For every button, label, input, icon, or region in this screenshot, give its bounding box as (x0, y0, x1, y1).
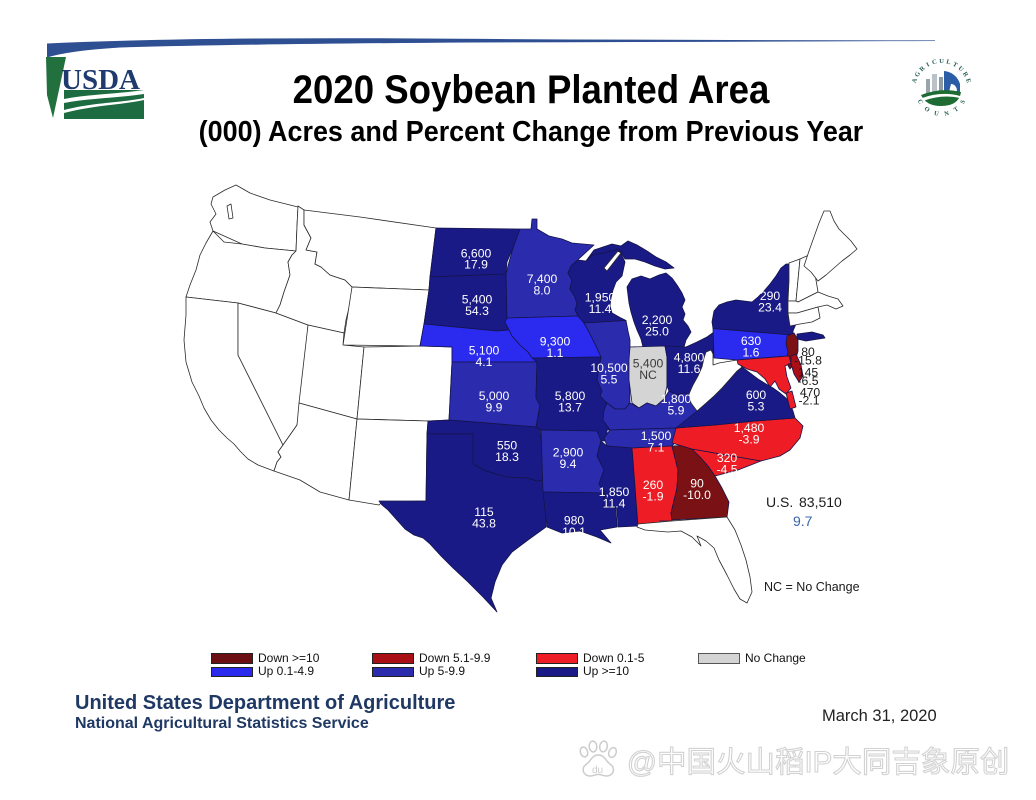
svg-text:R: R (961, 71, 970, 79)
svg-text:-15.8: -15.8 (794, 354, 822, 368)
svg-text:C: C (931, 58, 938, 66)
svg-text:7.1: 7.1 (648, 440, 665, 454)
svg-text:6,600: 6,600 (461, 246, 492, 260)
svg-text:E: E (964, 78, 972, 84)
svg-text:U: U (957, 65, 965, 74)
svg-text:470: 470 (800, 386, 821, 400)
svg-text:O: O (923, 105, 931, 114)
svg-text:43.8: 43.8 (472, 516, 496, 530)
svg-text:NC: NC (639, 368, 657, 382)
svg-text:17.9: 17.9 (464, 258, 488, 272)
svg-text:-1.9: -1.9 (642, 489, 663, 503)
svg-text:S: S (959, 98, 967, 105)
svg-text:-10.0: -10.0 (683, 488, 711, 502)
svg-text:I: I (925, 61, 931, 69)
svg-text:13.7: 13.7 (558, 400, 582, 414)
svg-text:5,800: 5,800 (555, 389, 586, 403)
svg-text:5.5: 5.5 (601, 372, 618, 386)
svg-text:1.1: 1.1 (547, 346, 564, 360)
svg-text:-2.1: -2.1 (798, 393, 819, 407)
svg-text:11.4: 11.4 (603, 496, 626, 510)
svg-text:-6.5: -6.5 (797, 374, 818, 388)
svg-text:8.0: 8.0 (534, 283, 551, 297)
svg-text:18.3: 18.3 (495, 450, 519, 464)
svg-text:145: 145 (798, 366, 819, 380)
svg-text:1.6: 1.6 (743, 345, 760, 359)
svg-text:2,900: 2,900 (553, 446, 584, 460)
svg-text:1,480: 1,480 (734, 421, 765, 435)
svg-text:U: U (933, 110, 939, 118)
svg-text:USDA: USDA (61, 64, 140, 96)
svg-text:630: 630 (741, 334, 762, 348)
svg-text:550: 550 (497, 439, 518, 453)
svg-text:N: N (944, 110, 950, 118)
svg-text:980: 980 (564, 514, 585, 528)
svg-text:5.9: 5.9 (668, 403, 685, 417)
svg-text:G: G (914, 71, 923, 79)
svg-text:L: L (946, 58, 952, 66)
svg-text:A: A (911, 77, 919, 84)
svg-text:2,200: 2,200 (642, 313, 673, 327)
svg-text:-3.9: -3.9 (738, 432, 759, 446)
svg-text:4.1: 4.1 (476, 355, 493, 369)
svg-text:600: 600 (746, 388, 767, 402)
svg-text:du: du (592, 765, 603, 776)
svg-text:25.0: 25.0 (645, 324, 669, 338)
svg-text:5,400: 5,400 (633, 357, 664, 371)
svg-text:90: 90 (690, 477, 704, 491)
svg-text:7,400: 7,400 (527, 272, 558, 286)
svg-text:1,850: 1,850 (599, 485, 630, 499)
svg-text:10.1: 10.1 (562, 525, 586, 539)
svg-text:9.9: 9.9 (486, 400, 503, 414)
svg-text:10,500: 10,500 (590, 361, 627, 375)
svg-text:9.4: 9.4 (560, 457, 577, 471)
svg-text:115: 115 (474, 505, 494, 519)
svg-text:11.4: 11.4 (589, 302, 612, 316)
svg-text:23.4: 23.4 (758, 300, 782, 314)
svg-text:11.6: 11.6 (678, 362, 701, 376)
svg-text:1,500: 1,500 (641, 429, 672, 443)
svg-text:5,100: 5,100 (469, 344, 500, 358)
svg-text:9,300: 9,300 (540, 335, 571, 349)
svg-text:80: 80 (801, 345, 815, 359)
svg-text:320: 320 (717, 451, 738, 465)
svg-text:54.3: 54.3 (465, 304, 489, 318)
svg-text:C: C (916, 98, 925, 106)
svg-text:1,800: 1,800 (661, 392, 692, 406)
svg-text:260: 260 (643, 478, 664, 492)
svg-text:U: U (939, 58, 944, 65)
svg-text:290: 290 (760, 289, 781, 303)
svg-text:-4.5: -4.5 (716, 462, 737, 476)
svg-text:1,950: 1,950 (585, 291, 616, 305)
svg-text:T: T (952, 105, 960, 114)
svg-text:5,400: 5,400 (462, 293, 493, 307)
svg-text:4,800: 4,800 (674, 351, 705, 365)
svg-text:5,000: 5,000 (479, 389, 510, 403)
svg-text:T: T (951, 61, 959, 70)
svg-text:5.3: 5.3 (748, 399, 765, 413)
svg-text:R: R (918, 65, 926, 74)
